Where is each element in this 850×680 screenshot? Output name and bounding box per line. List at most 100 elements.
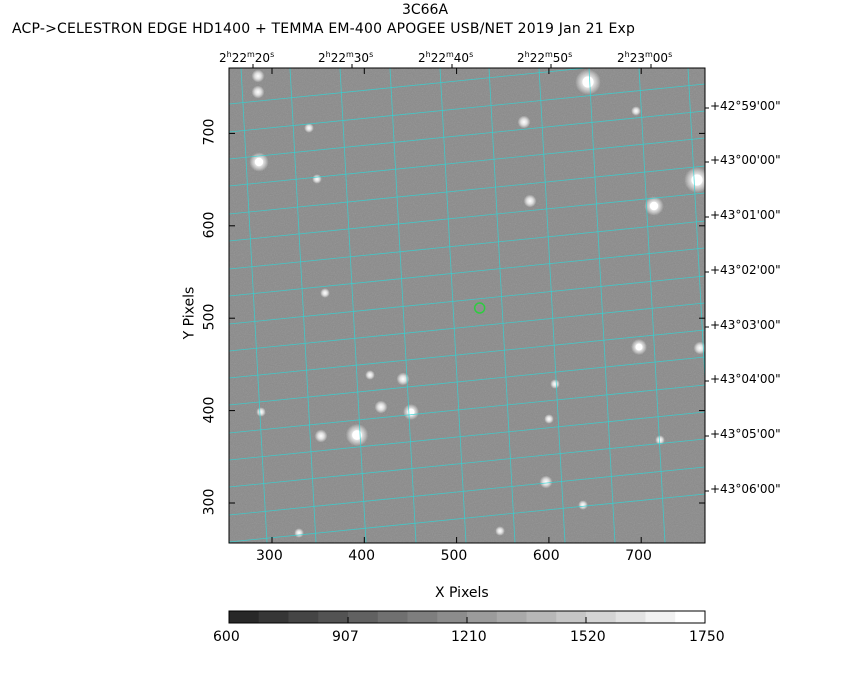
ra-unit: h xyxy=(624,50,630,59)
ra-value: 2 xyxy=(517,51,525,65)
star xyxy=(256,407,266,417)
colorbar-label: 1210 xyxy=(451,629,487,645)
colorbar-segment xyxy=(645,611,676,623)
ra-unit: m xyxy=(346,50,354,59)
dec-label: +43°03'00" xyxy=(710,318,781,332)
colorbar-segment xyxy=(318,611,349,623)
ra-unit: s xyxy=(369,50,374,59)
dec-grid-line xyxy=(229,329,705,379)
dec-label: +43°06'00" xyxy=(710,482,781,496)
ra-value: 00 xyxy=(652,51,669,65)
dec-grid-line xyxy=(229,137,705,187)
x-axis-label: X Pixels xyxy=(435,585,489,601)
target-marker xyxy=(473,302,486,314)
star xyxy=(655,435,665,445)
colorbar-segment xyxy=(467,611,498,623)
colorbar-label: 907 xyxy=(332,629,359,645)
star xyxy=(374,400,388,414)
star xyxy=(396,372,410,386)
colorbar-segment xyxy=(348,611,379,623)
star xyxy=(517,115,531,129)
ra-label: 2h22m30s xyxy=(318,50,373,65)
observation-subtitle: ACP->CELESTRON EDGE HD1400 + TEMMA EM-40… xyxy=(12,21,636,37)
ra-grid-line xyxy=(488,68,516,543)
ra-grid-line xyxy=(538,68,566,543)
ra-unit: s xyxy=(668,50,673,59)
dec-grid-line xyxy=(229,302,705,352)
star xyxy=(251,85,265,99)
x-tick-label: 300 xyxy=(256,548,283,564)
ra-unit: h xyxy=(524,50,530,59)
star xyxy=(544,414,554,424)
dec-grid-line xyxy=(229,438,705,488)
dec-grid-line xyxy=(229,220,705,270)
ra-unit: s xyxy=(568,50,573,59)
x-tick-label: 400 xyxy=(348,548,376,564)
star xyxy=(578,500,588,510)
ra-value: 20 xyxy=(254,51,271,65)
ra-grid-line xyxy=(588,68,616,543)
ra-value: 22 xyxy=(330,51,346,65)
ra-grid-line xyxy=(638,68,666,543)
axis-ticks xyxy=(229,64,709,543)
star xyxy=(294,528,304,538)
star xyxy=(251,69,265,83)
dec-label: +43°00'00" xyxy=(710,153,781,167)
dec-grid-line xyxy=(229,356,705,406)
y-axis-label: Y Pixels xyxy=(181,286,198,340)
dec-grid-line xyxy=(229,275,705,325)
ra-value: 2 xyxy=(318,51,326,65)
dec-grid-line xyxy=(229,68,590,105)
ra-unit: h xyxy=(325,50,331,59)
ra-label: 2h22m40s xyxy=(418,50,473,65)
dec-label: +43°04'00" xyxy=(710,372,781,386)
colorbar-segment xyxy=(437,611,468,623)
star-core xyxy=(649,201,659,211)
star xyxy=(495,526,505,536)
ra-label: 2h23m00s xyxy=(617,50,672,65)
star xyxy=(693,341,705,355)
y-tick-label: 600 xyxy=(201,211,218,239)
x-tick-label: 500 xyxy=(440,548,468,564)
ra-value: 22 xyxy=(529,51,545,65)
ra-unit: s xyxy=(469,50,474,59)
star-core xyxy=(635,343,643,351)
colorbar-segment xyxy=(377,611,408,623)
ra-label: 2h22m50s xyxy=(517,50,572,65)
ra-grid-line xyxy=(240,68,268,543)
star-core xyxy=(691,174,703,186)
star xyxy=(312,174,322,184)
dec-label: +43°01'00" xyxy=(710,208,781,222)
colorbar-segment xyxy=(258,611,289,623)
ra-value: 2 xyxy=(418,51,426,65)
y-tick-label: 300 xyxy=(201,488,218,516)
star xyxy=(523,194,537,208)
colorbar-segment xyxy=(288,611,319,623)
ra-unit: m xyxy=(645,50,653,59)
star xyxy=(314,429,328,443)
star-core xyxy=(352,430,362,440)
dec-grid-line xyxy=(229,466,705,516)
colorbar-segment xyxy=(407,611,438,623)
star xyxy=(539,475,553,489)
image-noise xyxy=(229,68,705,543)
ra-unit: h xyxy=(425,50,431,59)
ra-value: 23 xyxy=(629,51,645,65)
ra-value: 50 xyxy=(552,51,569,65)
ra-value: 22 xyxy=(231,51,247,65)
ra-value: 40 xyxy=(453,51,470,65)
y-tick-label: 500 xyxy=(201,303,218,331)
dec-grid-line xyxy=(229,165,705,215)
ra-value: 30 xyxy=(353,51,370,65)
star-core xyxy=(582,76,594,88)
dec-grid-line xyxy=(229,384,705,434)
colorbar-label: 600 xyxy=(213,629,240,645)
colorbar xyxy=(228,610,706,624)
star xyxy=(304,123,314,133)
dec-grid-line xyxy=(229,83,705,133)
dec-grid-line xyxy=(229,192,705,242)
ra-value: 22 xyxy=(430,51,446,65)
colorbar-label: 1750 xyxy=(689,629,725,645)
ra-value: 2 xyxy=(617,51,625,65)
